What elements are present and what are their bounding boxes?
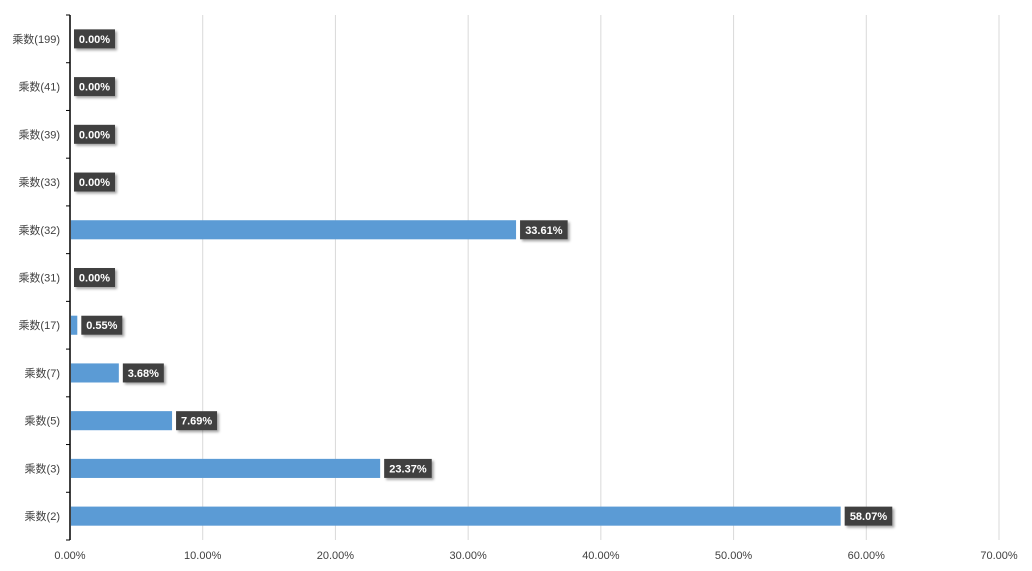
- data-label: 58.07%: [844, 506, 893, 526]
- y-category-label: 乘数(7): [25, 367, 60, 380]
- data-label: 0.00%: [74, 29, 115, 49]
- y-category-label: 乘数(3): [25, 462, 60, 475]
- data-label: 23.37%: [384, 458, 432, 478]
- data-label: 0.00%: [74, 268, 115, 287]
- data-label-box: [520, 220, 568, 240]
- data-label-text: 3.68%: [128, 368, 159, 380]
- y-category-label: 乘数(39): [18, 128, 60, 141]
- data-label-text: 0.00%: [79, 82, 110, 94]
- data-label: 0.00%: [74, 77, 115, 97]
- bar: [71, 315, 78, 335]
- data-label-box: [74, 268, 115, 287]
- data-label-box: [176, 411, 218, 431]
- x-tick-label: 10.00%: [184, 550, 222, 562]
- data-label-text: 58.07%: [850, 511, 888, 523]
- data-label-text: 0.00%: [79, 129, 110, 141]
- y-category-label: 乘数(17): [18, 319, 60, 332]
- bars-layer: [71, 220, 841, 526]
- data-label: 33.61%: [520, 220, 568, 240]
- y-category-label: 乘数(199): [12, 33, 60, 46]
- bar: [71, 506, 841, 526]
- grid-layer: [202, 15, 1000, 540]
- data-label-box: [74, 124, 115, 144]
- x-tick-label: 60.00%: [848, 550, 886, 562]
- bar: [71, 220, 517, 240]
- x-tick-label: 0.00%: [54, 550, 85, 562]
- bar: [71, 363, 119, 383]
- y-category-label: 乘数(2): [25, 510, 60, 523]
- data-label-box: [384, 458, 432, 478]
- y-category-label: 乘数(31): [18, 272, 60, 285]
- data-label-text: 0.55%: [86, 320, 117, 332]
- y-category-label: 乘数(33): [18, 176, 60, 189]
- data-label-box: [74, 29, 115, 49]
- bar: [71, 458, 381, 478]
- x-tick-label: 20.00%: [317, 550, 355, 562]
- data-label-box: [844, 506, 893, 526]
- data-label-text: 33.61%: [525, 225, 563, 237]
- x-tick-label: 30.00%: [449, 550, 487, 562]
- data-label: 0.55%: [81, 315, 123, 335]
- data-labels-layer: 58.07% 23.37% 7.69% 3.68% 0.55% 0.00% 33.61% 0.…: [74, 29, 893, 526]
- data-label: 0.00%: [74, 172, 115, 192]
- data-label: 7.69%: [176, 411, 218, 431]
- data-label-box: [122, 363, 164, 383]
- data-label: 3.68%: [122, 363, 164, 383]
- data-label-text: 23.37%: [389, 463, 427, 475]
- y-category-label: 乘数(5): [25, 415, 60, 428]
- data-label-box: [81, 315, 123, 335]
- data-label-text: 0.00%: [79, 177, 110, 189]
- data-label-box: [74, 77, 115, 97]
- data-label-text: 7.69%: [181, 416, 212, 428]
- x-tick-label: 40.00%: [582, 550, 620, 562]
- y-category-label: 乘数(41): [18, 81, 60, 94]
- data-label-box: [74, 172, 115, 192]
- data-label-text: 0.00%: [79, 34, 110, 46]
- y-category-label: 乘数(32): [18, 224, 60, 237]
- axis-layer: 0.00% 10.00% 20.00% 30.00% 40.00% 50.00% 60.00…: [12, 14, 1018, 562]
- bar: [71, 411, 173, 431]
- data-label-text: 0.00%: [79, 273, 110, 285]
- data-label: 0.00%: [74, 124, 115, 144]
- x-tick-label: 50.00%: [715, 550, 753, 562]
- x-tick-label: 70.00%: [980, 550, 1018, 562]
